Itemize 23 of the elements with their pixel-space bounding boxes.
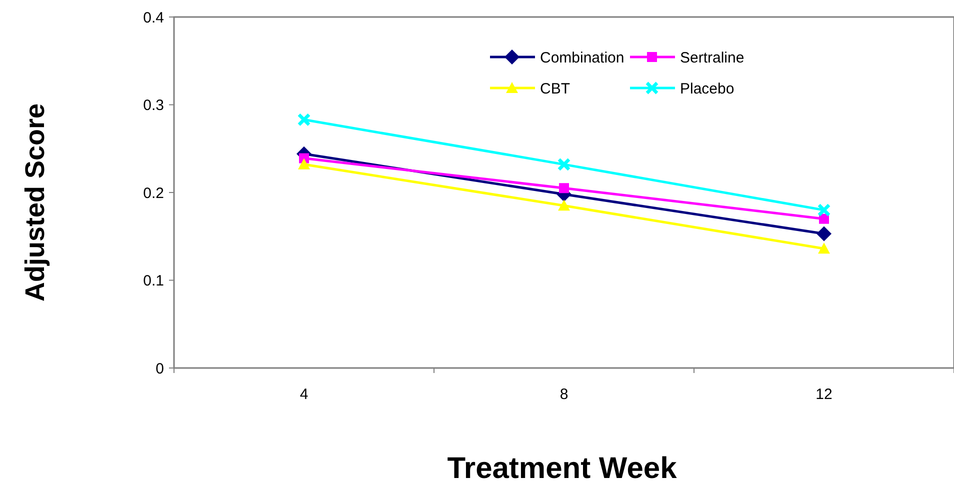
x-tick-label: 8 (560, 386, 568, 403)
x-tick-label: 4 (300, 386, 308, 403)
point (559, 183, 569, 194)
x-axis-title: Treatment Week (447, 452, 678, 485)
point (298, 113, 310, 126)
point (558, 200, 570, 211)
legend-label: CBT (540, 80, 570, 98)
y-tick-label: 0 (156, 360, 164, 378)
legend-label: Sertraline (680, 49, 744, 66)
point (818, 204, 830, 216)
x-tick-label: 12 (816, 386, 832, 403)
point (816, 226, 832, 242)
legend-label: Combination (540, 49, 624, 66)
point (819, 214, 829, 224)
y-tick-label: 0.2 (143, 184, 164, 202)
point (818, 242, 830, 254)
y-tick-label: 0.3 (143, 97, 164, 114)
point (298, 158, 310, 170)
y-tick-label: 0.4 (143, 9, 164, 26)
y-axis-title: Adjusted Score (20, 103, 50, 302)
y-tick-label: 0.1 (143, 272, 164, 290)
point (558, 158, 570, 171)
legend-label: Placebo (680, 80, 734, 98)
